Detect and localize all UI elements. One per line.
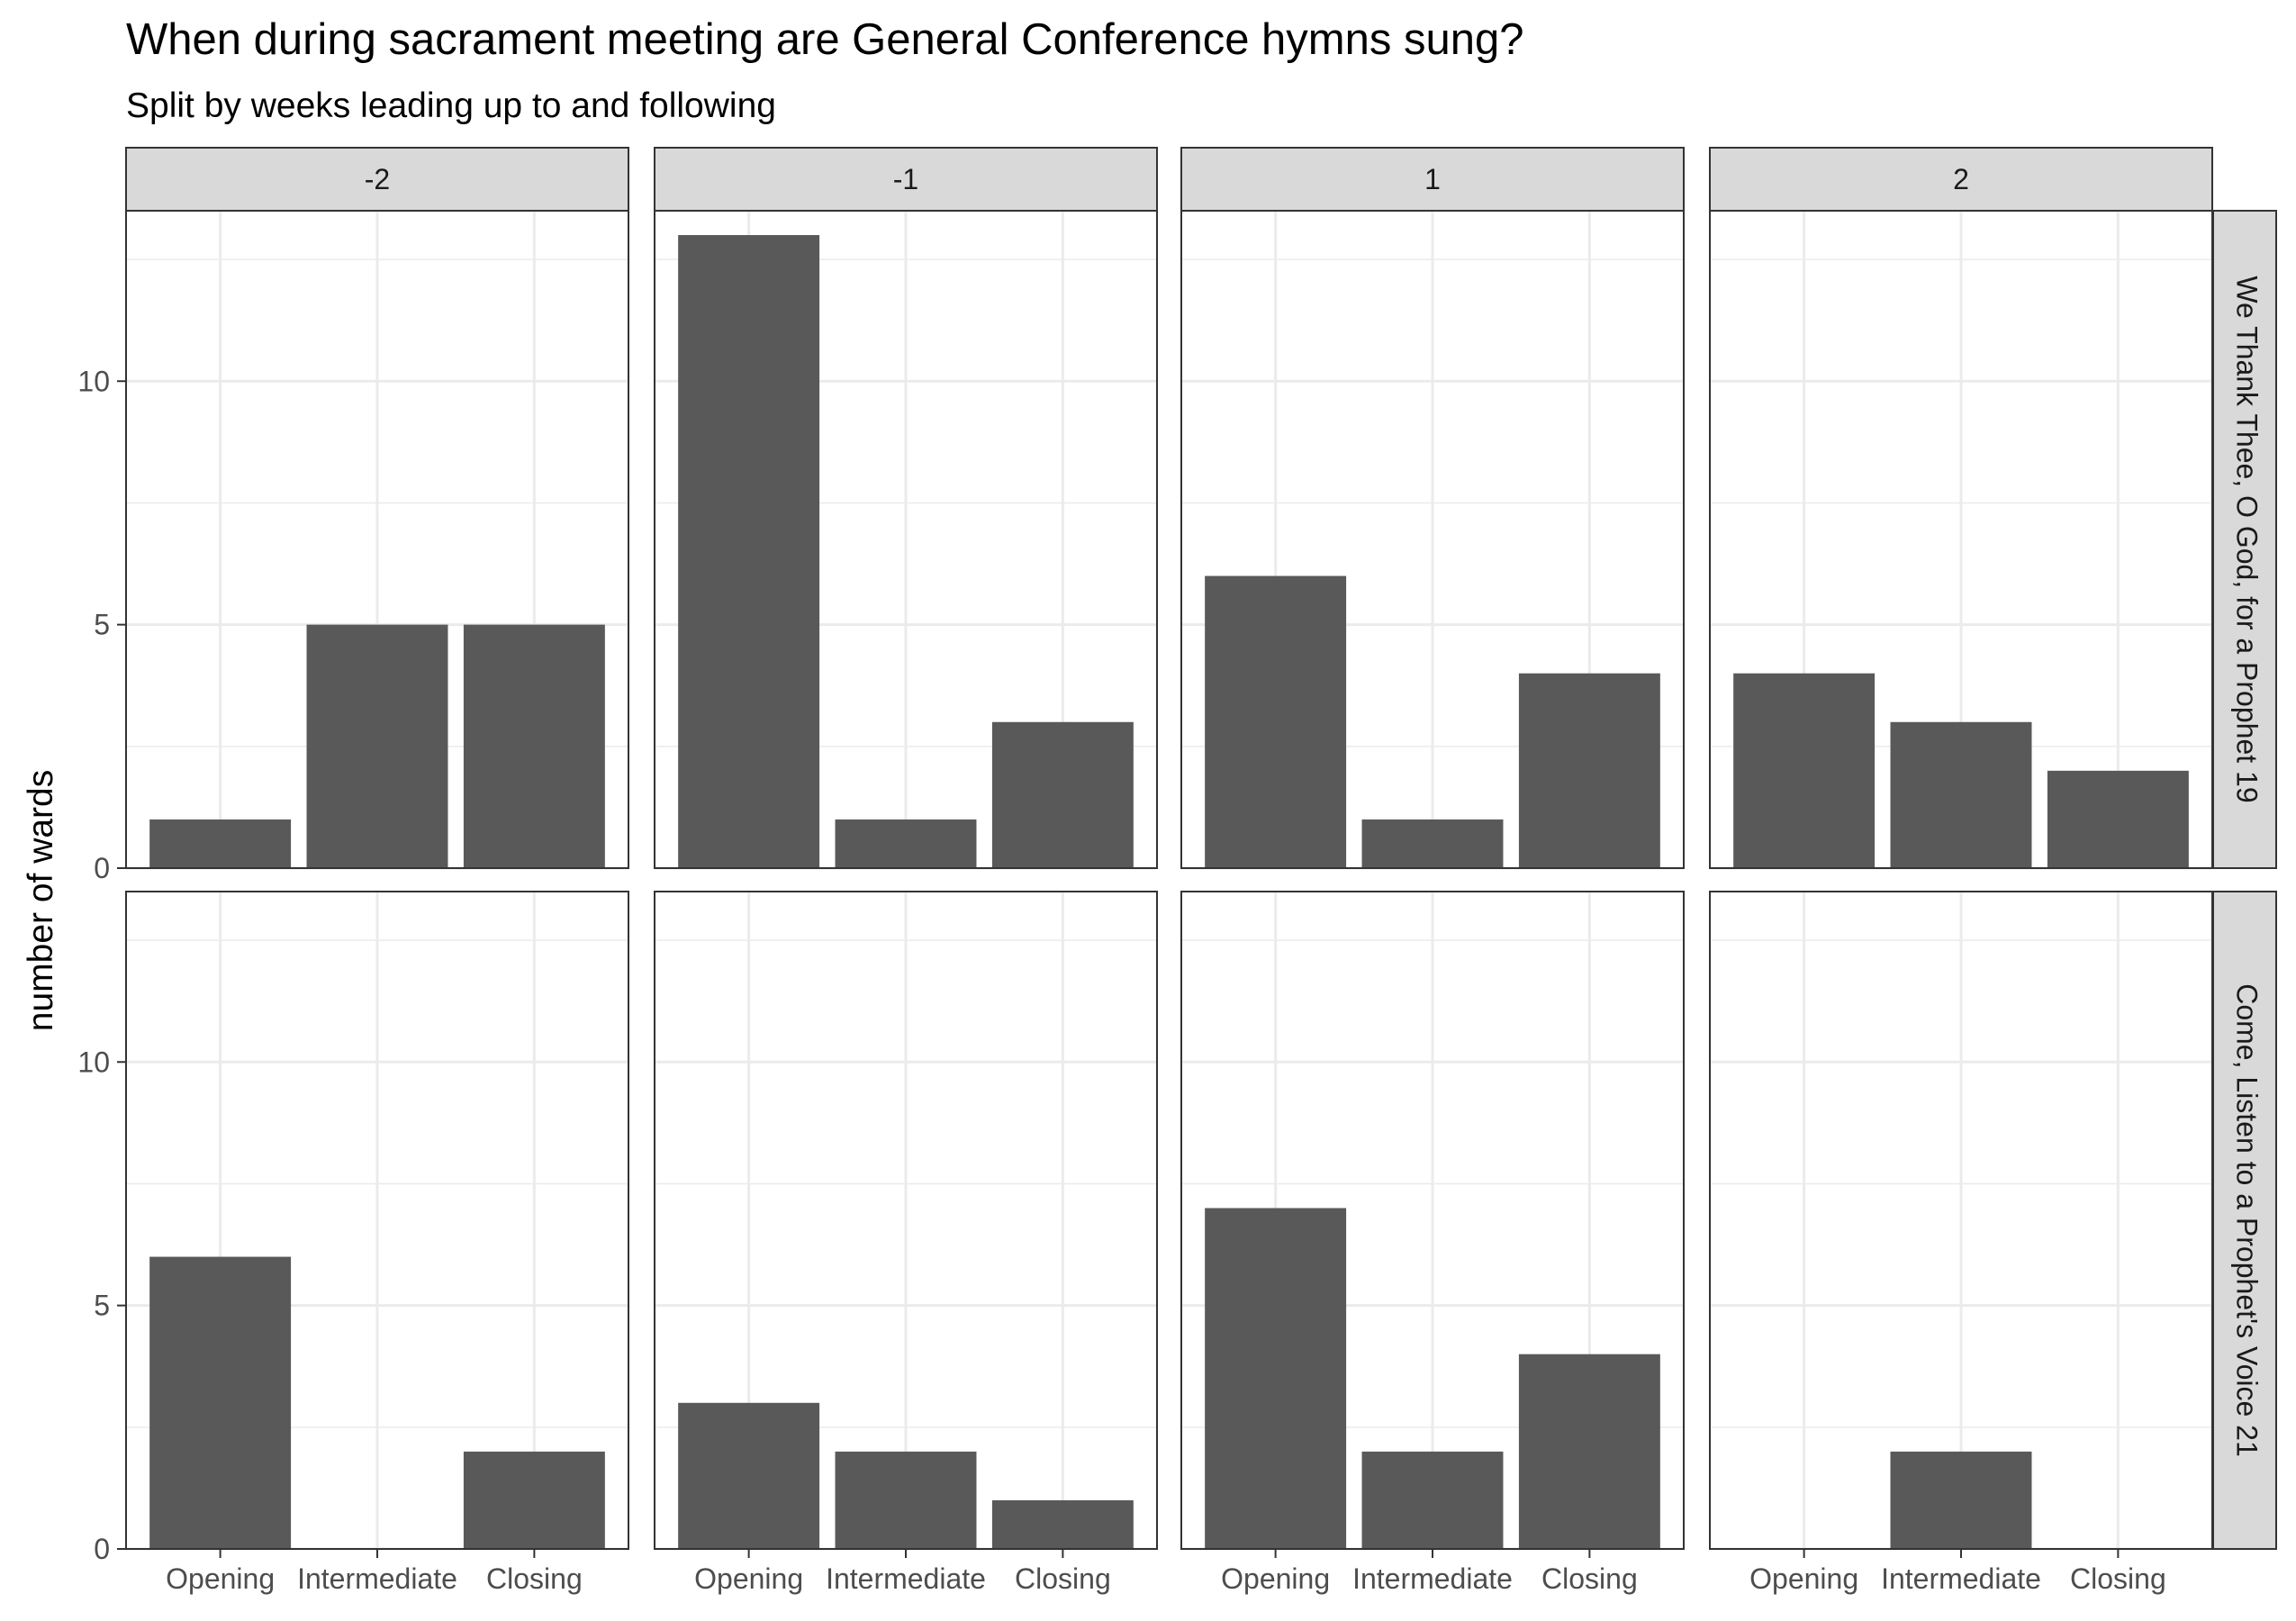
bar-intermediate (306, 624, 448, 868)
bar-closing (2047, 770, 2189, 868)
column-strip (654, 147, 1158, 212)
x-tick-label: Opening (1749, 1562, 1858, 1595)
x-tick-label: Closing (1541, 1562, 1638, 1595)
chart-subtitle: Split by weeks leading up to and followi… (126, 86, 776, 125)
y-tick-label: 5 (94, 609, 110, 641)
column-strip-label: 2 (1953, 163, 1969, 195)
bar-opening (1205, 1208, 1347, 1549)
panel-border (1180, 210, 1685, 869)
y-tick-label: 5 (94, 1290, 110, 1322)
bar-closing (1518, 673, 1660, 868)
x-tick-label: Intermediate (1881, 1562, 2041, 1595)
panel-border (125, 210, 629, 869)
column-strip (125, 147, 629, 212)
panel-border (1709, 210, 2213, 869)
panel-border (654, 210, 1158, 869)
y-axis-label: number of wards (22, 770, 60, 1031)
x-tick-label: Closing (1015, 1562, 1111, 1595)
column-strip (1180, 147, 1685, 212)
column-strip (1709, 147, 2213, 212)
x-tick-label: Closing (486, 1562, 583, 1595)
y-tick-label: 0 (94, 1533, 110, 1565)
x-tick-label: Opening (1221, 1562, 1330, 1595)
bar-opening (678, 235, 820, 868)
bar-closing (463, 624, 605, 868)
x-tick-label: Intermediate (1352, 1562, 1513, 1595)
row-strip-label: We Thank Thee, O God, for a Prophet 19 (2231, 276, 2264, 802)
x-tick-label: Closing (2070, 1562, 2166, 1595)
y-tick-label: 10 (77, 1046, 110, 1078)
row-strip-label: Come, Listen to a Prophet's Voice 21 (2231, 983, 2264, 1457)
bar-intermediate (1890, 1451, 2032, 1549)
bar-opening (1205, 575, 1347, 868)
column-strip-label: -1 (893, 163, 918, 195)
x-tick-label: Opening (694, 1562, 803, 1595)
column-strip-label: -2 (365, 163, 390, 195)
bar-closing (463, 1451, 605, 1549)
bar-intermediate (1361, 819, 1504, 868)
chart-title: When during sacrament meeting are Genera… (126, 15, 1524, 64)
bar-intermediate (1361, 1451, 1504, 1549)
bar-intermediate (835, 819, 977, 868)
column-strip-label: 1 (1424, 163, 1441, 195)
y-tick-label: 10 (77, 365, 110, 397)
x-tick-label: Opening (166, 1562, 275, 1595)
x-tick-label: Intermediate (297, 1562, 457, 1595)
bar-intermediate (835, 1451, 977, 1549)
bar-closing (991, 1499, 1134, 1549)
row-strip (2212, 210, 2277, 869)
y-tick-label: 0 (94, 852, 110, 884)
bar-intermediate (1890, 721, 2032, 868)
bar-closing (1518, 1354, 1660, 1549)
facet-panels: -2 -1 1 2 We Thank Thee, O God, for a Prophe… (77, 147, 2277, 1595)
x-tick-label: Intermediate (826, 1562, 986, 1595)
bar-opening (1733, 673, 1876, 868)
bar-opening (678, 1402, 820, 1549)
bar-opening (149, 819, 292, 868)
bar-closing (991, 721, 1134, 868)
bar-opening (149, 1256, 292, 1549)
